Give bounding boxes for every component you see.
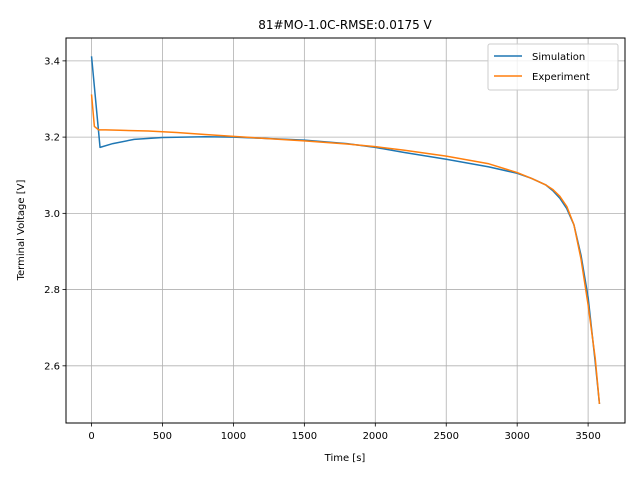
plot-frame (65, 37, 626, 424)
series-layer (90, 56, 601, 405)
y-tick-label: 3.4 (44, 56, 60, 67)
x-axis-label: Time [s] (324, 453, 366, 464)
grid-layer (66, 38, 625, 423)
y-tick-label: 2.8 (44, 285, 60, 296)
legend: Simulation Experiment (487, 43, 619, 91)
x-tick-label: 2000 (363, 431, 388, 442)
y-tick-label: 2.6 (44, 361, 60, 372)
x-tick-label: 1000 (221, 431, 246, 442)
x-tick-label: 3000 (504, 431, 529, 442)
x-tick-label: 1500 (292, 431, 317, 442)
series-line-experiment (90, 94, 601, 405)
y-tick-label: 3.2 (44, 133, 60, 144)
legend-label-simulation: Simulation (532, 52, 585, 63)
tick-layer: 0 500 1000 1500 2000 2500 3000 3500 2.6 2.8 3.0 3.2… (44, 56, 601, 442)
x-tick-label: 0 (88, 431, 94, 442)
y-axis-label: Terminal Voltage [V] (16, 180, 27, 282)
x-tick-label: 2500 (434, 431, 459, 442)
legend-box (487, 43, 619, 91)
legend-label-experiment: Experiment (532, 72, 590, 83)
chart-title: 81#MO-1.0C-RMSE:0.0175 V (258, 18, 432, 32)
x-tick-label: 3500 (575, 431, 600, 442)
y-tick-label: 3.0 (44, 209, 60, 220)
x-tick-label: 500 (153, 431, 172, 442)
